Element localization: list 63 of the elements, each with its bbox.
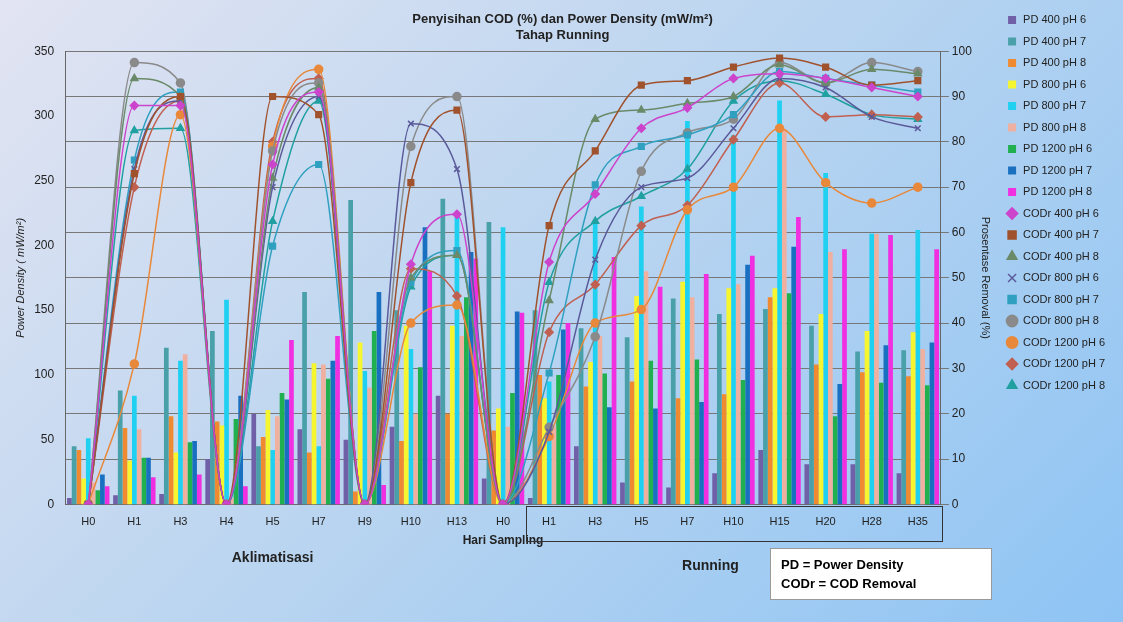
x-tick-label: H3 [173,515,188,528]
x-tick-label: H5 [634,515,649,528]
text: CODr = COD Removal [781,575,918,593]
x-tick-label: H3 [588,515,603,528]
y2-tick-label: 10 [951,451,966,466]
x-tick-label: H10 [723,515,744,528]
legend-label: PD 400 pH 7 [1023,34,1087,47]
y2-tick-label: 80 [951,134,966,149]
y2-tick-label: 20 [951,406,966,421]
x-tick-label: H7 [311,515,326,528]
x-tick-label: H20 [815,515,836,528]
legend-label: PD 1200 pH 6 [1023,142,1093,155]
x-tick-label: H0 [496,515,511,528]
legend-label: PD 1200 pH 8 [1023,185,1093,198]
y-tick-label: 50 [40,431,55,446]
x-tick-label: H5 [265,515,280,528]
legend-label: PD 800 pH 7 [1023,99,1087,112]
y2-tick-label: 100 [951,43,973,58]
x-tick-label: H35 [907,515,928,528]
y-tick-label: 0 [47,496,55,511]
legend-label: PD 1200 pH 7 [1023,163,1093,176]
x-tick-label: H4 [219,515,234,528]
text: PD = Power Density [781,556,905,574]
legend-label: PD 800 pH 6 [1023,77,1087,90]
legend-label: CODr 400 pH 6 [1023,206,1099,219]
y-axis-title: Power Density ( mW/m²) [13,217,26,338]
y2-tick-label: 0 [951,496,959,511]
legend-label: CODr 400 pH 7 [1023,228,1099,241]
legend-label: CODr 800 pH 7 [1023,292,1099,305]
y-tick-label: 300 [34,108,55,123]
legend-label: CODr 800 pH 8 [1023,314,1099,327]
legend-label: PD 400 pH 8 [1023,56,1087,69]
chart-title: Penyisihan COD (%) dan Power Density (mW/m²) Tahap Running [412,11,713,42]
x-tick-label: H28 [861,515,882,528]
y-tick-label: 200 [34,237,55,252]
text: Running [682,557,739,574]
y2-tick-label: 70 [951,179,966,194]
x-tick-label: H15 [769,515,790,528]
x-tick-label: H1 [542,515,557,528]
y-tick-label: 150 [34,302,55,317]
y-tick-label: 250 [34,173,55,187]
y2-axis-title: Prosentase Removal (%) [980,216,993,339]
y2-tick-label: 90 [951,88,966,103]
y-tick-label: 350 [34,43,55,58]
legend-label: CODr 400 pH 8 [1023,249,1099,262]
legend-label: CODr 1200 pH 8 [1023,378,1106,391]
x-tick-label: H9 [357,515,372,528]
text: Aklimatisasi [231,549,314,566]
legend-label: PD 800 pH 8 [1023,120,1087,133]
legend-label: CODr 1200 pH 7 [1023,357,1106,370]
y2-tick-label: 40 [951,315,966,330]
legend-label: PD 400 pH 6 [1023,13,1087,26]
legend-label: CODr 1200 pH 6 [1023,335,1106,348]
x-tick-label: H10 [400,515,421,528]
y-tick-label: 100 [34,367,55,382]
y2-tick-label: 60 [951,224,966,239]
y2-tick-label: 30 [951,360,966,375]
x-tick-label: H0 [81,515,96,528]
x-tick-label: H7 [680,515,695,528]
legend-label: CODr 800 pH 6 [1023,271,1099,284]
x-tick-label: H13 [446,515,468,528]
x-tick-label: H1 [127,515,142,528]
y2-tick-label: 50 [951,270,966,285]
